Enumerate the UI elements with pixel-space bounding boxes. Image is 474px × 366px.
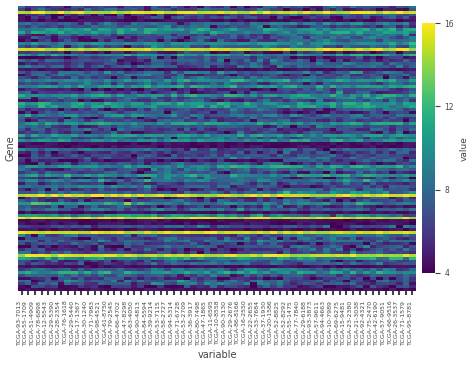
Y-axis label: value: value — [459, 136, 468, 161]
Y-axis label: Gene: Gene — [6, 135, 16, 161]
X-axis label: variable: variable — [197, 350, 237, 361]
